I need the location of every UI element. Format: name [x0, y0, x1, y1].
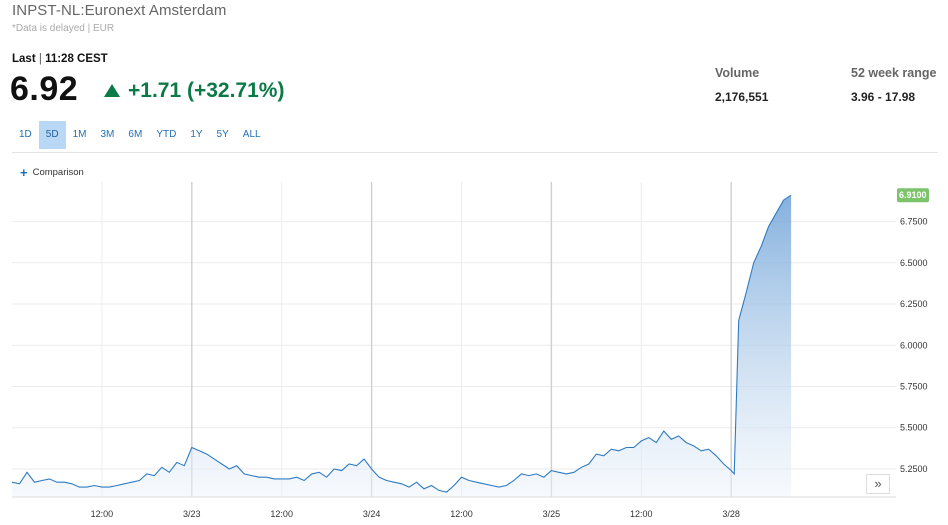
- last-value-label: 6.9100: [899, 190, 927, 200]
- price-change: +1.71 (+32.71%): [104, 79, 284, 103]
- x-tick-label: 3/28: [722, 509, 740, 519]
- comparison-button[interactable]: + Comparison: [20, 165, 84, 180]
- time-range-selector: 1D 5D 1M 3M 6M YTD 1Y 5Y ALL: [12, 121, 268, 149]
- y-tick-label: 5.7500: [900, 382, 928, 392]
- series-line: [11, 194, 792, 493]
- range-button-6m[interactable]: 6M: [128, 129, 143, 140]
- header-divider: [12, 152, 938, 153]
- y-tick-label: 6.2500: [900, 299, 928, 309]
- comparison-label: Comparison: [32, 167, 84, 178]
- last-label-text: Last: [12, 53, 36, 65]
- x-tick-label: 12:00: [270, 509, 293, 519]
- range-button-1d[interactable]: 1D: [19, 129, 32, 140]
- week-range-label: 52 week range: [851, 66, 937, 80]
- delayed-note: *Data is delayed | EUR: [12, 23, 115, 34]
- last-price: 6.92: [10, 70, 79, 108]
- last-trade-label: Last | 11:28 CEST: [12, 53, 108, 65]
- volume-value: 2,176,551: [715, 90, 769, 104]
- range-button-3m[interactable]: 3M: [100, 129, 115, 140]
- x-tick-label: 3/24: [363, 509, 381, 519]
- y-tick-label: 5.2500: [900, 464, 928, 474]
- x-tick-label: 12:00: [630, 509, 653, 519]
- last-separator: |: [38, 53, 42, 65]
- security-title: INPST-NL:Euronext Amsterdam: [12, 2, 227, 19]
- x-tick-label: 3/23: [183, 509, 201, 519]
- range-button-1y[interactable]: 1Y: [190, 129, 203, 140]
- range-button-all[interactable]: ALL: [242, 129, 261, 140]
- expand-chart-button[interactable]: »: [866, 474, 890, 494]
- y-tick-label: 6.5000: [900, 258, 928, 268]
- volume-label: Volume: [715, 66, 760, 80]
- y-tick-label: 5.5000: [900, 423, 928, 433]
- range-button-5y[interactable]: 5Y: [216, 129, 229, 140]
- plus-icon: +: [20, 165, 28, 180]
- y-tick-label: 6.7500: [900, 217, 928, 227]
- x-tick-label: 12:00: [91, 509, 114, 519]
- x-tick-label: 12:00: [450, 509, 473, 519]
- y-tick-label: 6.0000: [900, 340, 928, 350]
- last-value-badge: [897, 188, 929, 203]
- last-time: 11:28 CEST: [45, 53, 108, 65]
- up-triangle-icon: [104, 83, 120, 97]
- x-tick-label: 3/25: [543, 509, 561, 519]
- range-button-ytd[interactable]: YTD: [156, 129, 177, 140]
- series-area: [12, 195, 792, 497]
- range-button-5d[interactable]: 5D: [38, 121, 66, 149]
- range-button-1m[interactable]: 1M: [72, 129, 87, 140]
- price-change-value: +1.71 (+32.71%): [128, 79, 285, 102]
- week-range-value: 3.96 - 17.98: [851, 90, 916, 104]
